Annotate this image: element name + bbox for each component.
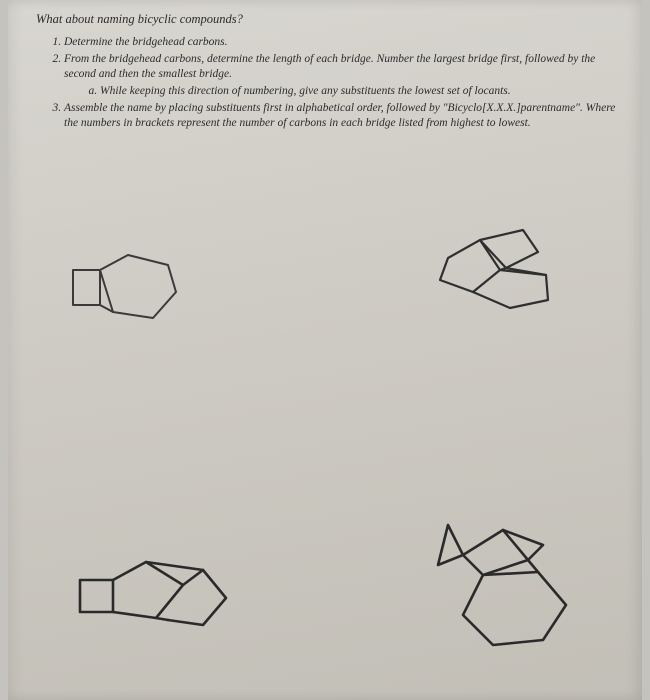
- step-2-sublist: While keeping this direction of numberin…: [64, 84, 622, 99]
- structure-top-right: [418, 220, 578, 320]
- step-1: Determine the bridgehead carbons.: [64, 35, 622, 50]
- structure-top-left: [58, 250, 188, 330]
- diagram-area: [8, 210, 642, 700]
- structure-bottom-right: [408, 510, 598, 660]
- step-3: Assemble the name by placing substituent…: [64, 101, 622, 131]
- step-2-text: From the bridgehead carbons, determine t…: [64, 53, 595, 80]
- step-2a: While keeping this direction of numberin…: [100, 84, 622, 99]
- step-2: From the bridgehead carbons, determine t…: [64, 52, 622, 99]
- page-title: What about naming bicyclic compounds?: [36, 12, 622, 27]
- worksheet-paper: What about naming bicyclic compounds? De…: [8, 0, 642, 700]
- structure-bottom-left: [68, 540, 248, 650]
- instruction-list: Determine the bridgehead carbons. From t…: [36, 35, 622, 131]
